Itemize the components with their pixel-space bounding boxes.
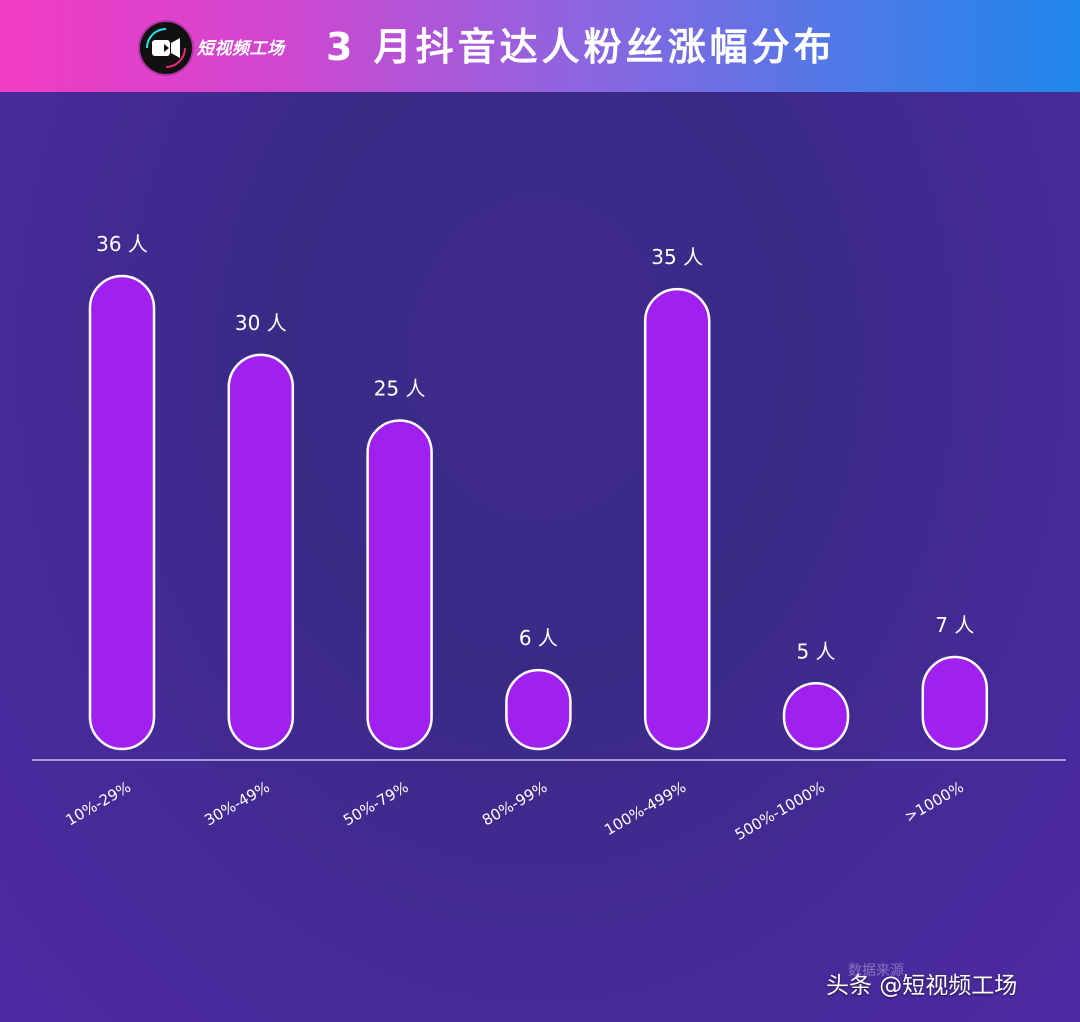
bar->1000% (921, 655, 989, 751)
data-label: 30 人 (235, 311, 287, 335)
x-tick-label: 80%-99% (479, 778, 550, 830)
bar-500%-1000% (782, 682, 850, 751)
video-camera-icon (141, 23, 191, 73)
data-label: 36 人 (96, 232, 148, 256)
x-tick-label: 100%-499% (601, 778, 689, 839)
data-label: 7 人 (935, 613, 974, 637)
x-tick-label: 30%-49% (201, 778, 272, 830)
data-label: 5 人 (796, 639, 835, 663)
watermark: 头条 @短视频工场 (826, 973, 1018, 999)
data-label: 25 人 (374, 377, 426, 401)
bar-30%-49% (227, 353, 295, 751)
bar-10%-29% (88, 274, 156, 751)
header-banner: 短视频工场 3 月抖音达人粉丝涨幅分布 (0, 0, 1080, 92)
data-label: 35 人 (651, 245, 703, 269)
brand-logo (140, 22, 192, 74)
x-tick-label: 10%-29% (63, 778, 134, 830)
x-tick-label: 500%-1000% (732, 778, 828, 844)
bar-80%-99% (505, 668, 572, 751)
bar-100%-499% (643, 287, 711, 751)
x-tick-label: 50%-79% (340, 778, 411, 830)
bar-50%-79% (366, 419, 433, 751)
data-label: 6 人 (519, 626, 558, 650)
brand-name: 短视频工场 (197, 39, 285, 59)
x-tick-label: >1000% (902, 778, 967, 826)
page-title: 3 月抖音达人粉丝涨幅分布 (326, 25, 836, 69)
data-source-label: 数据来源 (848, 963, 904, 979)
